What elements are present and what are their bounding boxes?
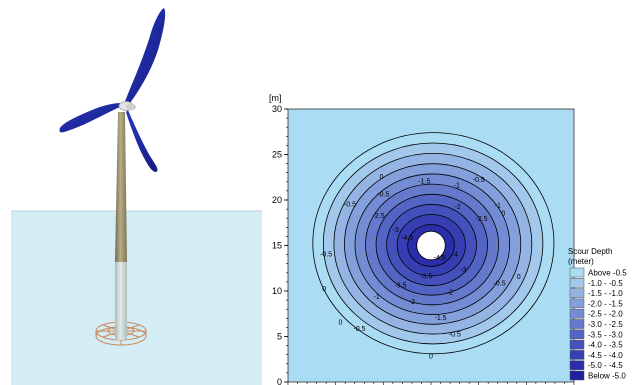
legend-label: -2.5 - -2.0 [588, 310, 623, 319]
contour-label: 0 [429, 353, 433, 360]
contour-label: -0.5 [344, 201, 356, 208]
contour-label: -1 [374, 294, 380, 301]
legend-swatch [569, 298, 585, 309]
legend-title-line2: (meter) [568, 257, 594, 266]
contour-label: -2 [447, 290, 453, 297]
rotor-blades [59, 8, 166, 172]
legend-label: -3.5 - -3.0 [588, 330, 623, 339]
monopile-foundation [115, 262, 127, 340]
y-axis: 0 5 10 15 20 25 30 [272, 104, 288, 385]
nacelle [126, 103, 136, 111]
contour-label: 0 [517, 274, 521, 281]
legend-swatch [569, 278, 585, 288]
y-tick-label: 20 [272, 195, 282, 205]
legend: Scour Depth (meter) Above -0.5-1.0 - -0.… [568, 247, 627, 381]
legend-label: -1.0 - -0.5 [588, 279, 623, 288]
legend-swatch [569, 329, 585, 340]
legend-swatch [569, 339, 585, 350]
monopile-hole [416, 230, 446, 261]
contour-label: -1 [495, 202, 501, 209]
legend-label: -1.5 - -1.0 [588, 289, 623, 298]
blade-top [124, 8, 166, 106]
turbine-tower [115, 112, 127, 262]
contour-label: -3.5 [394, 282, 406, 289]
legend-label: -4.5 - -4.0 [588, 351, 623, 360]
legend-swatch [569, 360, 585, 370]
contour-label: -4.5 [434, 255, 446, 262]
contour-label: -3 [460, 267, 466, 274]
contour-label: -2.5 [373, 213, 385, 220]
y-tick-label: 5 [277, 332, 282, 342]
legend-swatch [569, 288, 585, 298]
legend-swatch [569, 350, 585, 360]
contour-label: 0 [379, 174, 383, 181]
contour-label: 0 [322, 286, 326, 293]
y-axis-unit-label: [m] [269, 93, 282, 103]
legend-swatch [569, 319, 585, 329]
contour-label: -1.5 [435, 315, 447, 322]
contour-label: -0.5 [473, 177, 485, 184]
contour-label: -2 [455, 204, 461, 211]
legend-label: -5.0 - -4.5 [588, 361, 623, 370]
contour-labels: 0 0 0 0 0 0 -0.5 -0.5 -0.5 -0.5 -0.5 -0.5 -0.5 -1.5 -1… [320, 174, 521, 360]
contour-label: -2 [409, 299, 415, 306]
legend-title-line1: Scour Depth [568, 247, 612, 256]
water-volume [11, 211, 262, 385]
legend-label: -2.0 - -1.5 [588, 299, 623, 308]
legend-label: -4.0 - -3.5 [588, 341, 623, 350]
contour-label: -3.5 [420, 273, 432, 280]
contour-label: -0.5 [494, 281, 506, 288]
blade-lower [126, 110, 158, 172]
y-tick-label: 10 [272, 286, 282, 296]
contour-label: 0 [502, 210, 506, 217]
contour-label: -1 [454, 182, 460, 189]
contour-label: -3 [393, 227, 399, 234]
contour-label: -4 [452, 251, 458, 258]
blade-left [59, 103, 122, 133]
y-tick-label: 25 [272, 150, 282, 160]
contour-label: -2.5 [475, 216, 487, 223]
legend-swatch [569, 267, 585, 278]
y-tick-label: 30 [272, 104, 282, 114]
contour-label: -4.5 [401, 235, 413, 242]
contour-label: -0.5 [320, 251, 332, 258]
contour-label: -0.5 [449, 332, 461, 339]
legend-swatch [569, 370, 585, 381]
y-tick-label: 15 [272, 241, 282, 251]
legend-entries: Above -0.5-1.0 - -0.5-1.5 - -1.0-2.0 - -… [569, 267, 627, 381]
legend-label: Above -0.5 [588, 269, 627, 278]
scour-depth-contour-chart: [m] 0 0 0 0 0 0 -0.5 -0.5 -0.5 -0.5 -0.5 -0.5 -0.5 -1… [269, 93, 627, 385]
contour-label: -1.5 [418, 179, 430, 186]
legend-label: -3.0 - -2.5 [588, 320, 623, 329]
contour-label: 0 [338, 320, 342, 327]
legend-label: Below -5.0 [588, 372, 626, 381]
y-tick-label: 0 [277, 377, 282, 385]
contour-label: -0.5 [353, 326, 365, 333]
x-axis [287, 382, 575, 385]
legend-swatch [569, 308, 585, 319]
turbine-illustration [11, 8, 262, 385]
contour-label: -0.5 [377, 191, 389, 198]
